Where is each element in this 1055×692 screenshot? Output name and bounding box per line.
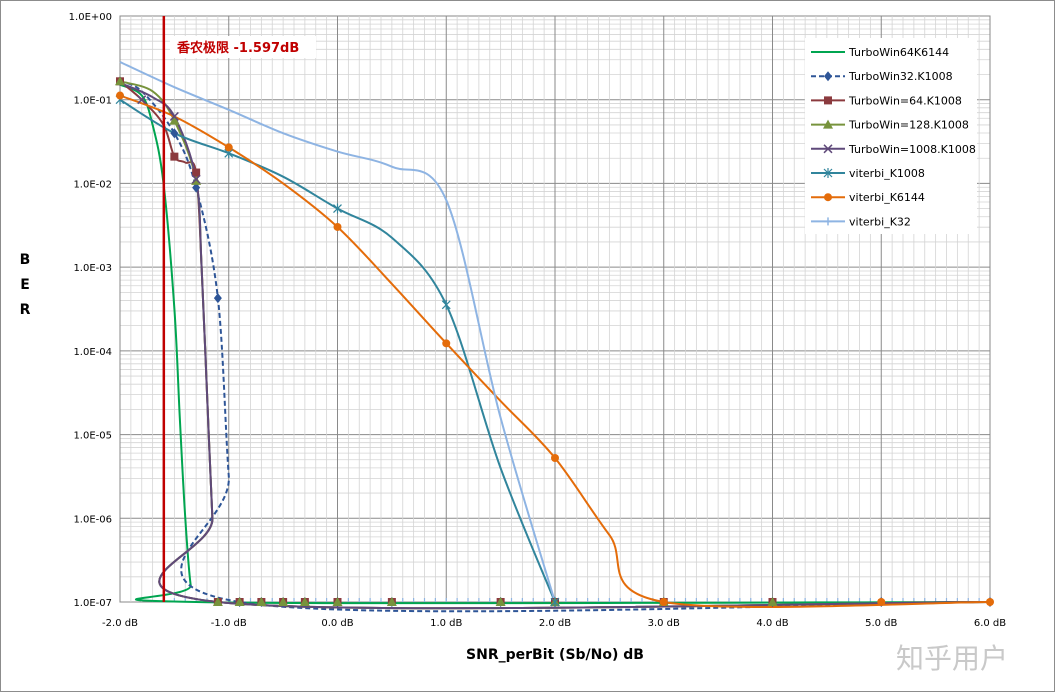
marker-layer bbox=[115, 76, 994, 607]
legend-marker bbox=[824, 96, 832, 105]
y-tick-label: 1.0E-04 bbox=[73, 347, 112, 358]
x-tick-label: -1.0 dB bbox=[211, 618, 247, 629]
y-tick-label: 1.0E-05 bbox=[73, 431, 112, 442]
legend-marker bbox=[823, 144, 833, 154]
y-tick-label: 1.0E-01 bbox=[73, 96, 112, 107]
legend-marker bbox=[824, 71, 832, 82]
y-axis-title-line-3: R bbox=[20, 302, 31, 318]
data-point-marker bbox=[333, 203, 342, 214]
y-tick-label: 1.0E-02 bbox=[73, 179, 112, 190]
legend-label: TurboWin=128.K1008 bbox=[848, 119, 969, 132]
data-point-marker bbox=[550, 597, 560, 607]
data-point-marker bbox=[169, 115, 180, 125]
data-point-marker bbox=[115, 76, 125, 86]
data-point-marker bbox=[192, 168, 201, 177]
series-line-viterbi-k32 bbox=[119, 61, 556, 603]
x-tick-label: 0.0 dB bbox=[321, 618, 353, 629]
tick-labels: 1.0E+00 1.0E-01 1.0E-02 1.0E-03 1.0E-04 1.0E-… bbox=[69, 12, 1007, 629]
legend-label: viterbi_K32 bbox=[849, 215, 911, 228]
legend-label: TurboWin=64.K1008 bbox=[848, 94, 962, 107]
legend-box bbox=[805, 38, 977, 234]
legend-marker bbox=[823, 168, 833, 178]
data-point-marker bbox=[192, 182, 201, 193]
x-tick-label: 6.0 dB bbox=[974, 618, 1006, 629]
data-point-marker bbox=[386, 597, 397, 606]
x-tick-label: 2.0 dB bbox=[539, 618, 571, 629]
data-point-marker bbox=[137, 95, 147, 105]
data-point-marker bbox=[116, 91, 124, 100]
x-tick-label: 5.0 dB bbox=[865, 618, 897, 629]
legend-label: viterbi_K6144 bbox=[849, 191, 925, 204]
legend-marker bbox=[823, 119, 833, 129]
data-point-marker bbox=[986, 598, 994, 606]
y-tick-label: 1.0E+00 bbox=[69, 12, 112, 23]
data-point-marker bbox=[877, 598, 886, 606]
data-point-marker bbox=[234, 597, 245, 606]
series-line-turbowin64k6144 bbox=[119, 83, 991, 605]
x-tick-label: 3.0 dB bbox=[648, 618, 680, 629]
legend-label: TurboWin32.K1008 bbox=[848, 70, 953, 83]
legend-marker bbox=[824, 217, 832, 226]
shannon-limit-label: 香农极限 -1.597dB bbox=[176, 40, 299, 56]
data-point-marker bbox=[224, 143, 233, 152]
y-tick-label: 1.0E-03 bbox=[73, 263, 112, 274]
data-point-marker bbox=[442, 339, 451, 348]
x-tick-label: 1.0 dB bbox=[430, 618, 462, 629]
data-point-marker bbox=[767, 597, 778, 606]
y-tick-label: 1.0E-07 bbox=[73, 598, 112, 609]
data-point-marker bbox=[213, 293, 222, 304]
y-tick-label: 1.0E-06 bbox=[73, 514, 112, 525]
legend-label: viterbi_K1008 bbox=[849, 167, 925, 180]
data-point-marker bbox=[299, 597, 310, 606]
x-tick-label: 4.0 dB bbox=[756, 618, 788, 629]
data-point-marker bbox=[169, 111, 179, 121]
annotation-background bbox=[170, 36, 316, 58]
legend-marker bbox=[824, 193, 832, 202]
series-line-viterbi-k1008 bbox=[119, 98, 556, 603]
x-axis-title: SNR_perBit (Sb/No) dB bbox=[466, 647, 644, 663]
data-point-marker bbox=[278, 597, 289, 606]
data-point-marker bbox=[191, 174, 201, 184]
data-point-marker bbox=[170, 152, 179, 161]
x-tick-label: -2.0 dB bbox=[102, 618, 138, 629]
data-point-marker bbox=[495, 597, 506, 606]
watermark: 知乎用户 bbox=[896, 642, 1008, 675]
legend: TurboWin64K6144 TurboWin32.K1008 TurboWin=… bbox=[805, 38, 977, 234]
y-axis-title-line-2: E bbox=[20, 277, 30, 293]
legend-label: TurboWin64K6144 bbox=[848, 46, 949, 59]
data-point-marker bbox=[332, 597, 343, 606]
data-point-marker bbox=[441, 299, 451, 310]
legend-label: TurboWin=1008.K1008 bbox=[848, 143, 976, 156]
series-line-turbowin32-k1008 bbox=[119, 80, 991, 613]
data-point-marker bbox=[333, 222, 342, 231]
data-point-marker bbox=[256, 597, 267, 606]
data-point-marker bbox=[212, 597, 223, 606]
y-axis-title-line-1: B bbox=[20, 252, 31, 268]
data-point-marker bbox=[170, 128, 179, 139]
data-point-marker bbox=[659, 598, 668, 606]
data-point-marker bbox=[551, 454, 559, 463]
